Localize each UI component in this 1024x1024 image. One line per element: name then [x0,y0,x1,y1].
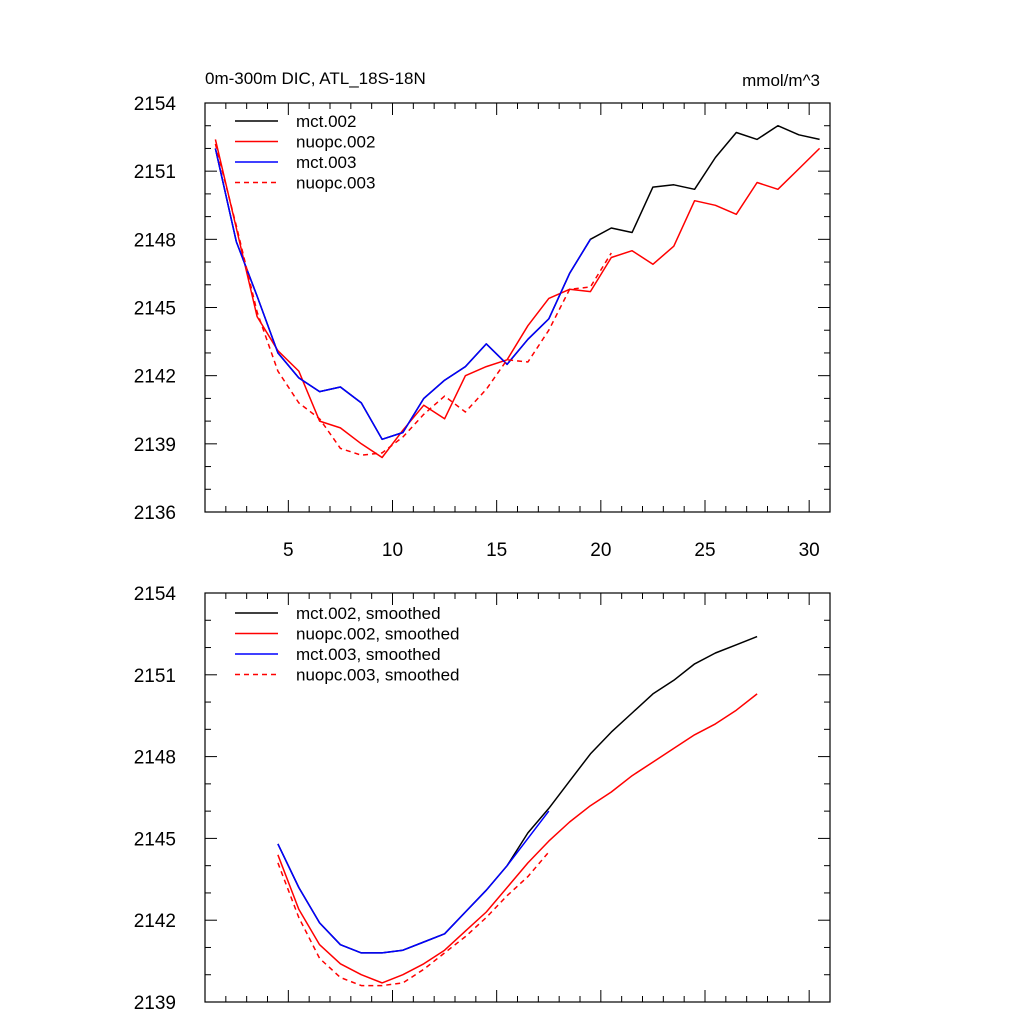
smoothed-legend-label: nuopc.002, smoothed [296,625,460,644]
raw-ytick-label: 2154 [134,94,177,115]
raw-series-nuopc-002 [214,139,821,459]
smoothed-ytick-label: 2139 [134,993,176,1014]
smoothed-ytick-label: 2148 [134,748,176,769]
raw-ytick-label: 2148 [134,230,176,251]
smoothed-ytick-label: 2142 [134,911,176,932]
raw-xtick-label: 5 [283,540,294,561]
raw-xtick-label: 15 [486,540,507,561]
raw-series-nuopc-003 [214,143,612,456]
raw-xtick-label: 20 [590,540,611,561]
panel-units: mmol/m^3 [742,71,820,90]
raw-ytick-label: 2139 [134,435,176,456]
smoothed-series-mct-003-smoothed [277,810,550,954]
smoothed-dic-chart: 2139 2142 2145 2148 2151 2154 mct.002, smoothe… [134,584,831,1014]
raw-xtick-label: 10 [382,540,403,561]
smoothed-legend-label: mct.003, smoothed [296,645,441,664]
smoothed-ytick-label: 2145 [134,829,176,850]
panel-title: 0m-300m DIC, ATL_18S-18N [205,69,426,88]
raw-xtick-label: 25 [694,540,715,561]
raw-series-mct-003 [214,148,592,441]
raw-xtick-label: 30 [799,540,820,561]
raw-legend-label: nuopc.002 [296,133,375,152]
raw-dic-chart: 2136 2139 2142 2145 2148 2151 2154 5 10 15 20 25 30 m… [134,94,831,561]
smoothed-ytick-label: 2154 [134,584,177,605]
raw-ytick-label: 2151 [134,162,176,183]
smoothed-ytick-label: 2151 [134,666,176,687]
smoothed-series-nuopc-002-smoothed [277,693,758,984]
smoothed-series-nuopc-003-smoothed [277,851,550,987]
raw-ytick-label: 2142 [134,367,176,388]
smoothed-legend-label: mct.002, smoothed [296,604,441,623]
raw-legend-label: mct.003 [296,153,356,172]
raw-legend-label: mct.002 [296,112,356,131]
raw-legend-label: nuopc.003 [296,174,375,193]
smoothed-legend-label: nuopc.003, smoothed [296,666,460,685]
raw-ytick-label: 2145 [134,299,176,320]
raw-ytick-label: 2136 [134,503,176,524]
